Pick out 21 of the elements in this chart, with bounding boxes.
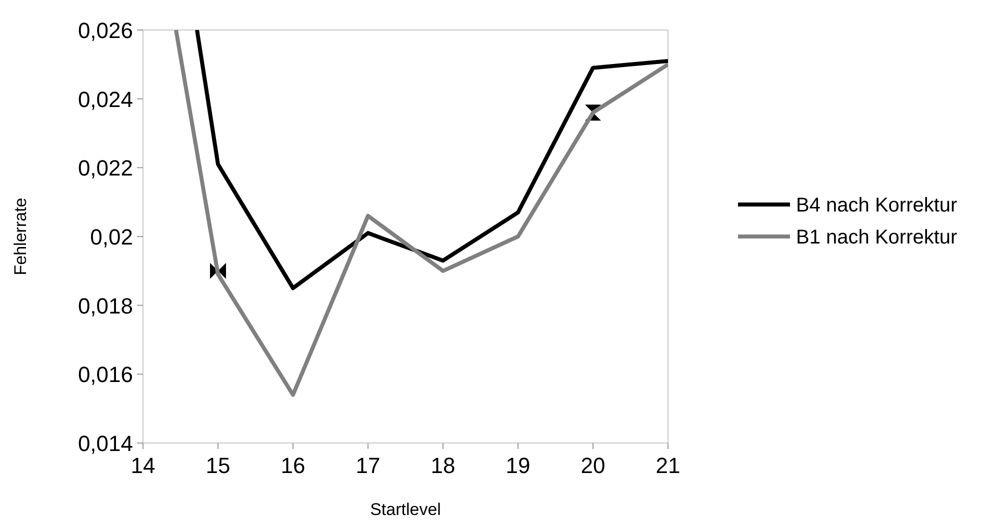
y-tick-label: 0,02 xyxy=(90,224,133,250)
y-tick-label: 0,022 xyxy=(78,156,133,181)
x-tick-label: 19 xyxy=(506,453,530,478)
y-tick-label: 0,014 xyxy=(78,431,133,456)
x-tick-label: 21 xyxy=(656,453,680,478)
y-tick-label: 0,016 xyxy=(78,362,133,388)
y-tick-label: 0,018 xyxy=(78,293,133,318)
x-tick-label: 18 xyxy=(430,453,456,478)
x-tick-label: 14 xyxy=(130,453,156,478)
line-series xyxy=(195,30,668,290)
legend-label: B4 nach Korrektur xyxy=(796,194,958,216)
x-tick-label: 16 xyxy=(280,453,306,478)
legend-label: B1 nach Korrektur xyxy=(796,226,958,248)
x-tick-label: 20 xyxy=(580,453,606,478)
y-tick-label: 0,024 xyxy=(78,86,133,112)
y-axis-title: Fehlerrate xyxy=(11,198,30,276)
y-tick-label: 0,026 xyxy=(78,18,133,43)
x-axis-title: Startlevel xyxy=(370,500,441,519)
x-tick-label: 15 xyxy=(206,453,230,478)
line-series xyxy=(174,30,668,397)
x-tick-label: 17 xyxy=(356,453,380,478)
